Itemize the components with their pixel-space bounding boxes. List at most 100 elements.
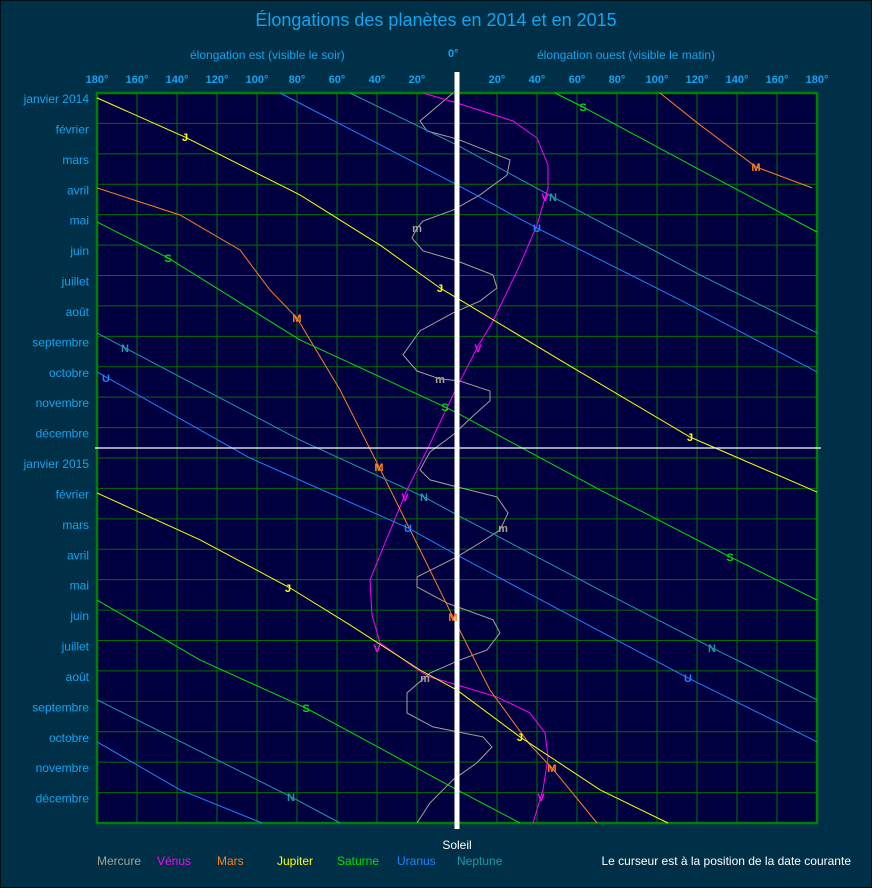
series-mercure (402, 92, 511, 824)
planet-marker-S: S (302, 703, 309, 715)
planet-marker-U: U (102, 373, 110, 385)
x-tick-label: 40° (369, 74, 386, 86)
x-tick-label: 80° (609, 74, 626, 86)
y-tick-label: juillet (61, 640, 90, 654)
series-vénus (369, 92, 549, 824)
chart-title: Élongations des planètes en 2014 et en 2… (255, 10, 617, 30)
planet-marker-V: V (373, 643, 381, 655)
series-neptune (96, 92, 818, 824)
legend-item-neptune: Neptune (457, 854, 503, 868)
legend-item-uranus: Uranus (397, 854, 436, 868)
legend-item-mars: Mars (217, 854, 244, 868)
y-tick-label: septembre (32, 700, 89, 714)
series-line (369, 92, 549, 824)
planet-marker-N: N (121, 343, 129, 355)
legend-item-saturne: Saturne (337, 854, 380, 868)
series-saturne (96, 92, 818, 824)
x-tick-label: 100° (646, 74, 669, 86)
x-tick-label: 100° (246, 74, 269, 86)
y-tick-label: décembre (36, 427, 90, 441)
planet-marker-J: J (687, 432, 693, 444)
series-line (96, 599, 521, 824)
planet-marker-M: M (292, 313, 301, 325)
planet-marker-N: N (549, 192, 557, 204)
x-tick-label: 160° (766, 74, 789, 86)
y-tick-label: janvier 2015 (23, 457, 90, 471)
planet-marker-M: M (374, 462, 383, 474)
y-tick-label: décembre (36, 792, 90, 806)
planet-marker-U: U (684, 673, 692, 685)
x-tick-label: 40° (529, 74, 546, 86)
x-tick-label: 140° (166, 74, 189, 86)
planet-marker-J: J (517, 732, 523, 744)
planet-marker-S: S (441, 402, 448, 414)
planet-marker-m: m (412, 223, 422, 235)
planet-marker-V: V (474, 343, 482, 355)
planet-marker-m: m (498, 523, 508, 535)
y-tick-label: août (66, 670, 90, 684)
x-tick-label: 20° (409, 74, 426, 86)
y-tick-label: novembre (36, 761, 90, 775)
x-tick-label: 60° (329, 74, 346, 86)
planet-marker-N: N (420, 492, 428, 504)
x-tick-label: 60° (569, 74, 586, 86)
planet-marker-M: M (547, 763, 556, 775)
series-line (402, 92, 511, 824)
x-tick-label: 20° (489, 74, 506, 86)
y-tick-label: mars (62, 518, 89, 532)
series-line (659, 92, 813, 189)
planet-marker-S: S (726, 552, 733, 564)
y-tick-label: avril (67, 548, 89, 562)
cursor-note: Le curseur est à la position de la date … (601, 854, 852, 868)
x-tick-label: 120° (686, 74, 709, 86)
y-tick-label: octobre (49, 366, 89, 380)
sun-label: Soleil (442, 838, 472, 852)
planet-marker-N: N (708, 643, 716, 655)
y-tick-label: mai (70, 579, 89, 593)
y-tick-label: novembre (36, 396, 90, 410)
legend-item-vénus: Vénus (157, 854, 192, 868)
x-tick-label: 180° (806, 74, 829, 86)
series-mars (96, 92, 813, 824)
planet-marker-S: S (579, 102, 586, 114)
x-label-west: élongation ouest (visible le matin) (537, 48, 716, 62)
y-tick-label: avril (67, 183, 89, 197)
planet-marker-J: J (437, 283, 443, 295)
planet-marker-m: m (435, 374, 445, 386)
y-tick-label: août (66, 305, 90, 319)
y-tick-label: mars (62, 153, 89, 167)
planet-marker-V: V (541, 192, 549, 204)
legend-item-jupiter: Jupiter (277, 854, 314, 868)
series-line (96, 741, 263, 824)
series-line (349, 92, 818, 334)
series-line (96, 699, 341, 824)
planet-marker-N: N (287, 792, 295, 804)
series-line (96, 332, 818, 701)
legend-item-mercure: Mercure (97, 854, 142, 868)
x-tick-label: 120° (206, 74, 229, 86)
planet-marker-U: U (533, 223, 541, 235)
y-tick-label: mai (70, 214, 89, 228)
series-jupiter (96, 97, 818, 824)
series-line (96, 221, 818, 601)
y-tick-label: juin (69, 609, 89, 623)
planet-marker-M: M (448, 612, 457, 624)
series-line (279, 92, 818, 373)
planet-marker-V: V (401, 492, 409, 504)
planet-marker-J: J (182, 132, 188, 144)
planet-marker-V: V (537, 792, 545, 804)
x-label-east: élongation est (visible le soir) (190, 48, 345, 62)
planet-marker-M: M (751, 162, 760, 174)
y-tick-label: juillet (61, 275, 90, 289)
y-tick-label: juin (69, 244, 89, 258)
series-line (96, 97, 818, 493)
x-tick-label: 160° (126, 74, 149, 86)
series-line (96, 492, 669, 824)
planet-marker-m: m (420, 673, 430, 685)
planet-marker-S: S (164, 253, 171, 265)
y-tick-label: septembre (32, 335, 89, 349)
zero-label: 0° (448, 48, 459, 60)
y-tick-label: février (56, 487, 89, 501)
planet-marker-J: J (285, 583, 291, 595)
